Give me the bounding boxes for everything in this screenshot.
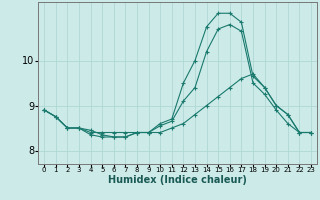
X-axis label: Humidex (Indice chaleur): Humidex (Indice chaleur) [108,175,247,185]
